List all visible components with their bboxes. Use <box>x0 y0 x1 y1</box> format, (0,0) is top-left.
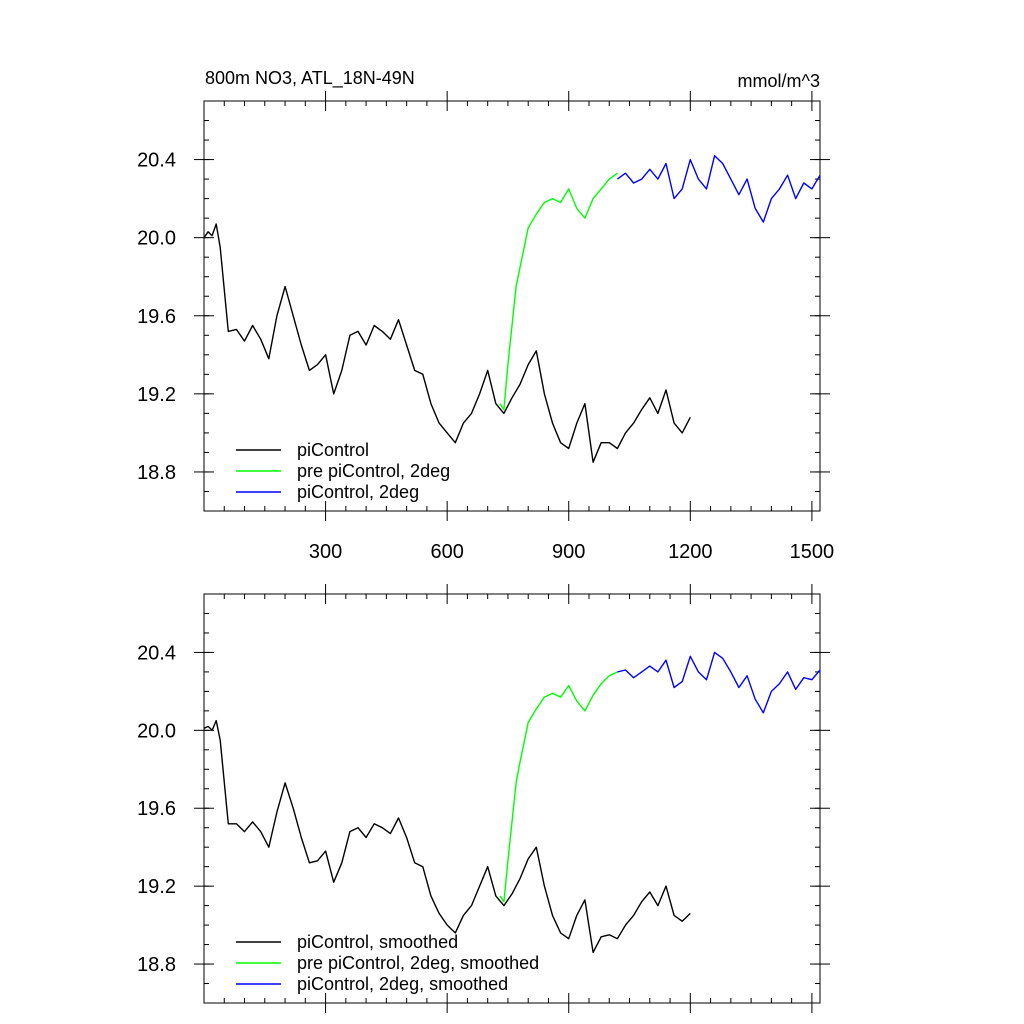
legend-label-1: pre piControl, 2deg, smoothed <box>297 953 539 973</box>
top-panel-title: 800m NO3, ATL_18N-49N <box>205 68 415 89</box>
legend-label-0: piControl <box>297 440 369 460</box>
series-line-2 <box>616 154 821 223</box>
top-panel: 800m NO3, ATL_18N-49N mmol/m^3 300 600 900… <box>137 68 834 563</box>
y-tick-label: 19.2 <box>137 384 176 406</box>
x-tick-label: 1500 <box>790 541 835 563</box>
plot-frame <box>203 100 821 512</box>
y-tick-label: 20.4 <box>137 642 176 664</box>
legend-label-0: piControl, smoothed <box>297 932 458 952</box>
y-tick-label: 18.8 <box>137 954 176 976</box>
y-tick-label: 18.8 <box>137 462 176 484</box>
plot-frame <box>203 593 821 1004</box>
y-tick-label: 20.4 <box>137 150 176 172</box>
series-line-0 <box>203 719 691 954</box>
y-tick-label: 20.0 <box>137 228 176 250</box>
series-line-0 <box>203 223 691 463</box>
x-tick-label: 1200 <box>668 541 713 563</box>
x-tick-label: 300 <box>309 541 342 563</box>
series-line-1 <box>499 671 618 903</box>
y-tick-label: 19.6 <box>137 306 176 328</box>
legend-label-2: piControl, 2deg, smoothed <box>297 974 508 994</box>
series-line-2 <box>617 651 821 714</box>
y-tick-label: 20.0 <box>137 720 176 742</box>
legend-label-2: piControl, 2deg <box>297 482 419 502</box>
x-tick-label: 900 <box>552 541 585 563</box>
y-tick-label: 19.2 <box>137 876 176 898</box>
legend-label-1: pre piControl, 2deg <box>297 461 450 481</box>
y-tick-label: 19.6 <box>137 798 176 820</box>
x-tick-label: 600 <box>430 541 463 563</box>
series-line-1 <box>499 172 618 411</box>
top-panel-units: mmol/m^3 <box>738 71 820 91</box>
